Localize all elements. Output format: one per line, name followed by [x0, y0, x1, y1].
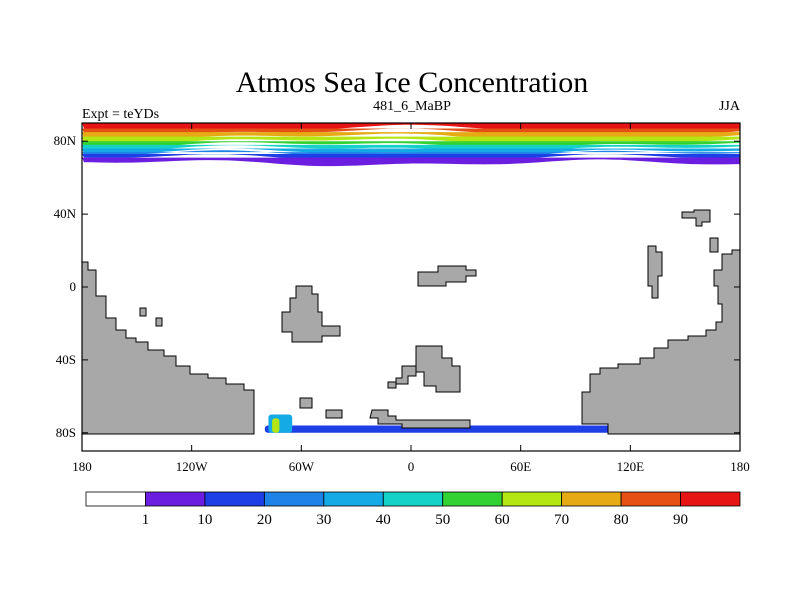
- experiment-label: Expt = teYDs: [82, 107, 159, 122]
- y-tick-label: 80N: [54, 133, 77, 148]
- colorbar-label: 80: [614, 512, 629, 528]
- y-tick-label: 40S: [56, 352, 76, 367]
- colorbar-label: 90: [673, 512, 688, 528]
- colorbar-swatch: [85, 491, 146, 507]
- colorbar-swatch: [442, 491, 503, 507]
- colorbar-label: 20: [257, 512, 272, 528]
- land-island-pacific-b: [155, 317, 163, 327]
- colorbar-label: 60: [495, 512, 510, 528]
- x-tick-label: 180: [730, 459, 750, 474]
- y-axis: 80N 40N 0 40S 80S: [54, 133, 740, 440]
- colorbar-label: 50: [435, 512, 450, 528]
- x-tick-label: 120W: [176, 459, 209, 474]
- colorbar-swatch: [145, 491, 206, 507]
- arctic-ice-band-60: [82, 136, 740, 145]
- land-north-island: [417, 265, 477, 287]
- x-tick-label: 0: [408, 459, 415, 474]
- land-east-island-b: [681, 209, 711, 227]
- land-island-pacific-a: [139, 307, 147, 317]
- arctic-ice-band-40: [82, 144, 740, 153]
- arctic-ice-band-1: [82, 157, 740, 167]
- colorbar: 1 10 20 30 40 50 60 70 80 90: [85, 491, 741, 528]
- arctic-ice-band-30: [82, 148, 740, 156]
- map-title: Atmos Sea Ice Concentration: [236, 66, 588, 99]
- land-east-continent: [581, 249, 740, 435]
- arctic-ice-band-20: [82, 150, 740, 157]
- colorbar-swatch: [204, 491, 265, 507]
- arctic-ice-band-50: [82, 141, 740, 149]
- land-southern-strip: [369, 409, 471, 429]
- land-central-island: [415, 345, 461, 393]
- land-south-america: [82, 261, 255, 435]
- y-tick-label: 40N: [54, 206, 77, 221]
- land-mask-layer: [82, 209, 740, 435]
- arctic-ice-band-90: [82, 123, 740, 132]
- land-small-island-a: [299, 397, 313, 409]
- arctic-ice-band-10: [82, 153, 740, 160]
- land-east-island-c: [709, 237, 719, 253]
- land-east-island-a: [647, 245, 663, 299]
- season-label: JJA: [719, 99, 741, 114]
- sea-ice-layer: [82, 123, 740, 433]
- y-tick-label: 0: [70, 279, 77, 294]
- colorbar-swatch: [501, 491, 563, 507]
- colorbar-label: 1: [142, 512, 150, 528]
- x-tick-label: 180: [72, 459, 92, 474]
- antarctic-ice-patch-60: [272, 418, 280, 433]
- y-tick-label: 80S: [56, 425, 76, 440]
- colorbar-label: 40: [376, 512, 391, 528]
- x-tick-label: 120E: [617, 459, 645, 474]
- colorbar-swatch: [323, 491, 384, 507]
- land-small-island-b: [325, 409, 343, 419]
- x-tick-label: 60W: [289, 459, 315, 474]
- colorbar-swatch: [620, 491, 681, 507]
- map-axes: 180 120W 60W 0 60E 120E 180 80N 40N 0 40S 80S: [54, 123, 750, 474]
- colorbar-swatch: [680, 491, 741, 507]
- arctic-ice-band-70: [82, 132, 740, 141]
- arctic-ice-band-80: [82, 128, 740, 136]
- colorbar-label: 10: [197, 512, 212, 528]
- land-central-island-west: [395, 365, 417, 385]
- colorbar-swatch: [561, 491, 622, 507]
- x-axis: 180 120W 60W 0 60E 120E 180: [72, 123, 750, 474]
- x-tick-label: 60E: [510, 459, 531, 474]
- period-label: 481_6_MaBP: [373, 99, 451, 114]
- land-central-island-tail: [387, 381, 397, 389]
- map-plot-area: [81, 122, 741, 452]
- antarctic-ice-patch-30: [268, 414, 293, 433]
- colorbar-swatch: [382, 491, 444, 507]
- antarctic-ice-patch-10: [264, 425, 613, 433]
- colorbar-label: 70: [554, 512, 569, 528]
- land-africa: [281, 285, 341, 343]
- colorbar-swatch: [263, 491, 325, 507]
- colorbar-label: 30: [316, 512, 331, 528]
